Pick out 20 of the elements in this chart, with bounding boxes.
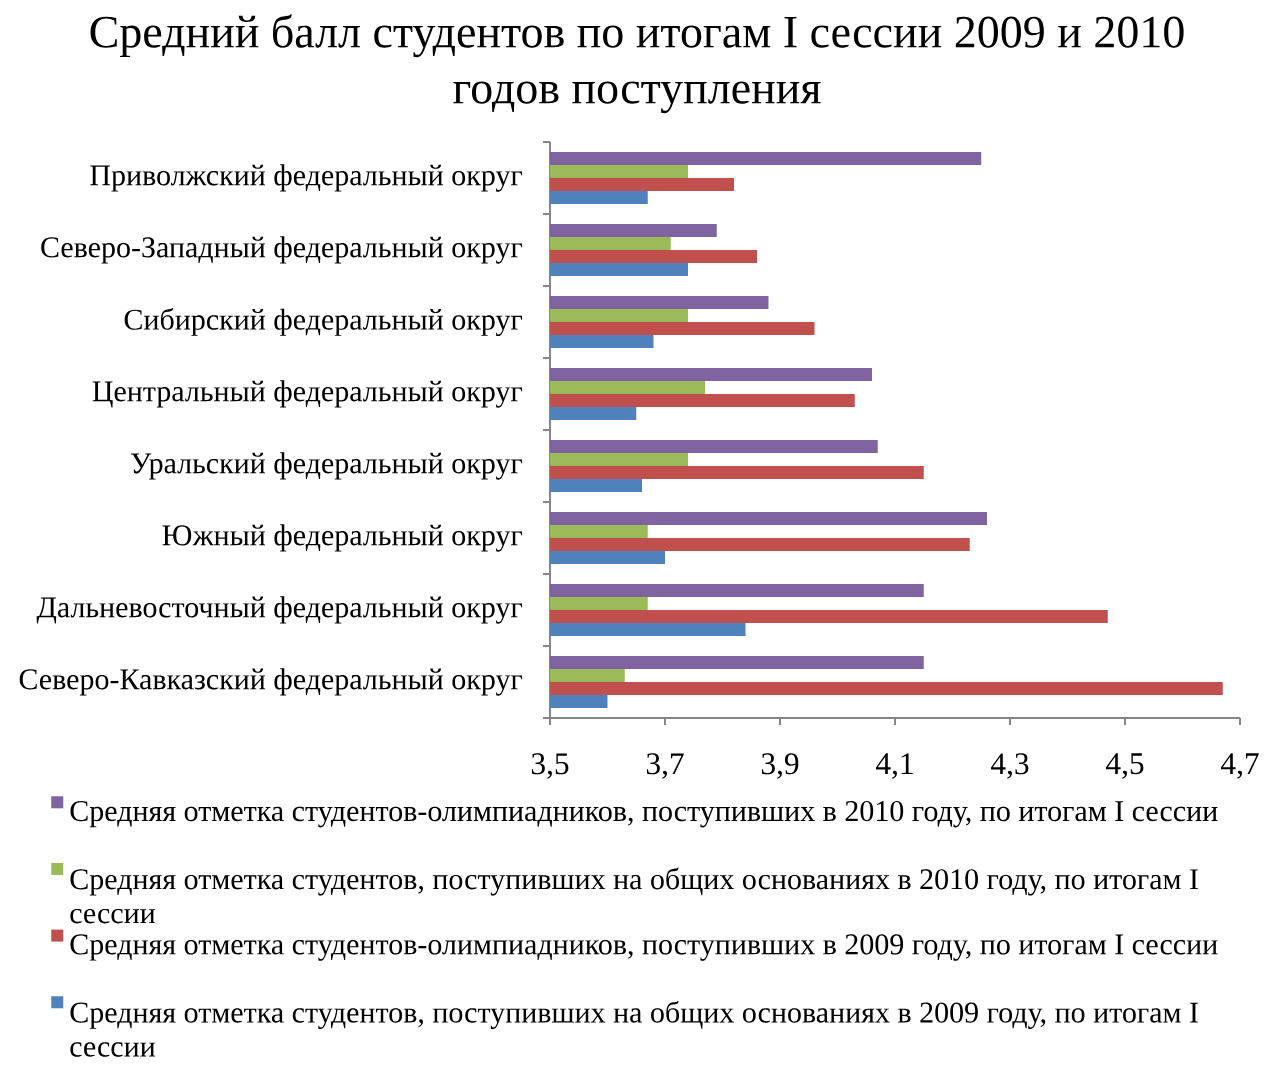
x-tick-label: 3,7 (646, 753, 684, 779)
x-tick-label: 4,5 (1106, 753, 1144, 779)
y-tick-label: Уральский федеральный округ (130, 452, 522, 480)
x-tick-label: 3,5 (531, 753, 569, 779)
x-tick-label: 3,9 (761, 753, 799, 779)
y-tick-label: Приволжский федеральный округ (90, 164, 522, 192)
x-tick-label: 4,3 (991, 753, 1029, 779)
y-tick-label: Южный федеральный округ (162, 524, 522, 552)
y-tick-label: Северо-Западный федеральный округ (41, 236, 522, 264)
x-tick-label: 4,7 (1221, 753, 1259, 779)
chart-title: Средний балл студентов по итогам I сессии 2009 и 2010 годов поступления (90, 14, 1184, 114)
legend-label: Средняя отметка студентов-олимпиадников, поступивших в 2009 году, по итогам I сессии (70, 934, 1218, 961)
legend-label: Средняя отметка студентов, поступивших на общих основаниях в 2010 году, по итогам I сессии (70, 867, 1198, 924)
y-tick-label: Северо-Кавказский федеральный округ (19, 668, 522, 696)
x-tick-label: 4,1 (876, 753, 913, 779)
y-tick-label: Сибирский федеральный округ (124, 308, 522, 336)
y-tick-label: Дальневосточный федеральный округ (36, 596, 522, 624)
legend-label: Средняя отметка студентов-олимпиадников, поступивших в 2010 году, по итогам I сессии (70, 800, 1218, 828)
y-tick-label: Центральный федеральный округ (92, 380, 522, 408)
legend-label: Средняя отметка студентов, поступивших на общих основаниях в 2009 году, по итогам I сессии (70, 1000, 1198, 1057)
